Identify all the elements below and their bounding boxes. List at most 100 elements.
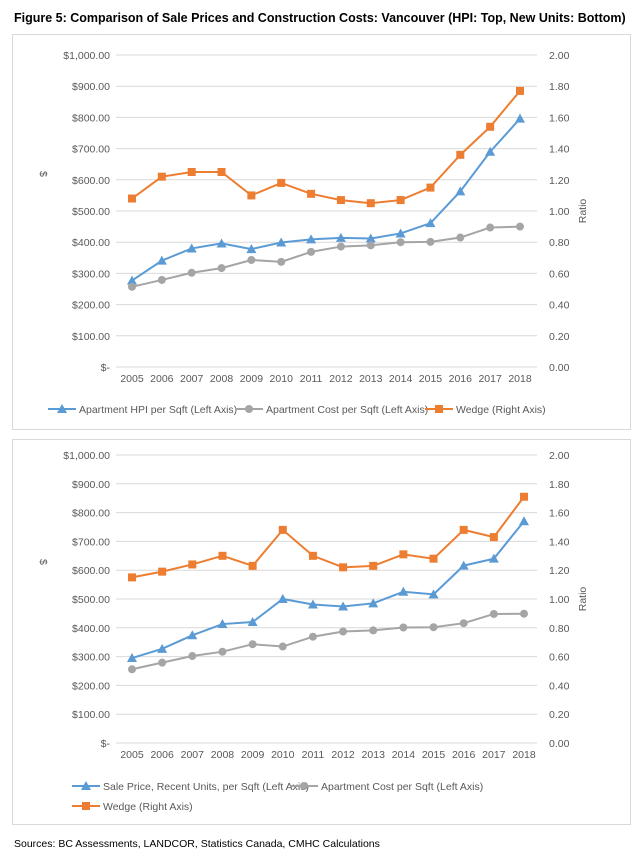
y-tick-label: $700.00 [72, 536, 110, 548]
series-line [131, 612, 525, 671]
y2-axis-label: Ratio [577, 199, 589, 224]
y2-tick-label: 0.40 [549, 680, 570, 692]
x-tick-label: 2015 [422, 749, 446, 761]
x-tick-label: 2007 [180, 373, 204, 385]
y-tick-label: $800.00 [72, 112, 110, 124]
legend-label: Apartment Cost per Sqft (Left Axis) [321, 781, 483, 793]
data-point [187, 168, 196, 176]
data-point [248, 561, 257, 570]
data-point [127, 653, 137, 663]
x-tick-label: 2009 [240, 373, 264, 385]
data-point [516, 86, 524, 95]
y-tick-label: $600.00 [72, 175, 110, 187]
data-point [339, 563, 348, 572]
data-point [428, 589, 439, 599]
data-point [276, 237, 287, 247]
y-tick-label: $700.00 [72, 144, 110, 156]
y2-tick-label: 0.60 [549, 652, 570, 664]
y2-tick-label: 2.00 [549, 450, 570, 462]
data-point [399, 623, 408, 632]
data-point [158, 658, 167, 667]
y2-tick-label: 1.40 [549, 144, 570, 156]
data-point [425, 218, 436, 228]
data-point [218, 647, 227, 656]
y2-tick-label: 1.80 [549, 81, 570, 93]
data-point [486, 122, 495, 131]
legend-label: Wedge (Right Axis) [103, 801, 193, 813]
y2-tick-label: 0.60 [549, 268, 570, 280]
data-point [188, 560, 197, 569]
data-point [429, 623, 438, 632]
data-point [188, 652, 197, 661]
y2-tick-label: 1.80 [549, 479, 570, 491]
data-point [307, 599, 318, 609]
data-point [515, 113, 525, 123]
data-point [247, 255, 256, 264]
data-point [277, 257, 286, 266]
x-tick-label: 2016 [449, 373, 473, 385]
x-tick-label: 2012 [331, 749, 355, 761]
data-point [489, 533, 498, 542]
data-point [520, 609, 528, 618]
y-tick-label: $500.00 [72, 594, 110, 606]
data-point [519, 516, 529, 526]
data-point [338, 601, 349, 611]
data-point [278, 642, 287, 651]
legend-label: Sale Price, Recent Units, per Sqft (Left… [103, 781, 309, 793]
data-point [217, 168, 226, 176]
x-tick-label: 2006 [150, 749, 174, 761]
y-tick-label: $400.00 [72, 623, 110, 635]
y-tick-label: $- [101, 362, 111, 374]
data-point [336, 242, 345, 251]
x-tick-label: 2018 [508, 373, 532, 385]
x-tick-label: 2017 [478, 373, 502, 385]
data-point [217, 264, 226, 273]
y2-tick-label: 0.00 [549, 738, 570, 750]
y2-axis-label: Ratio [577, 587, 589, 612]
legend-marker [81, 781, 91, 790]
data-point [247, 617, 258, 627]
series-line [131, 90, 521, 205]
data-point [459, 525, 468, 534]
data-point [455, 186, 466, 196]
data-point [248, 640, 257, 649]
data-point [426, 237, 435, 246]
data-point [157, 172, 166, 181]
data-point [128, 194, 136, 203]
y2-tick-label: 1.00 [549, 206, 570, 218]
y-tick-label: $100.00 [72, 709, 110, 721]
y-tick-label: $1,000.00 [63, 450, 110, 462]
y2-tick-label: 2.00 [549, 50, 570, 62]
data-point [459, 619, 468, 628]
series-line [131, 520, 525, 659]
data-point [217, 619, 228, 629]
data-point [488, 553, 499, 563]
data-point [486, 223, 495, 232]
y2-tick-label: 0.80 [549, 237, 570, 249]
data-point [369, 626, 378, 635]
data-point [398, 586, 409, 596]
x-tick-label: 2015 [419, 373, 443, 385]
data-point [186, 243, 197, 253]
data-point [369, 561, 378, 570]
x-tick-label: 2013 [362, 749, 386, 761]
x-tick-label: 2012 [329, 373, 353, 385]
legend-marker [300, 782, 308, 790]
data-point [399, 550, 408, 559]
data-point [247, 191, 256, 200]
x-tick-label: 2018 [512, 749, 536, 761]
data-point [277, 594, 288, 603]
y2-tick-label: 0.40 [549, 300, 570, 312]
x-tick-label: 2008 [211, 749, 235, 761]
x-tick-label: 2007 [181, 749, 205, 761]
legend-marker [435, 405, 443, 413]
data-point [456, 233, 465, 242]
x-tick-label: 2016 [452, 749, 476, 761]
y2-tick-label: 1.00 [549, 594, 570, 606]
y2-tick-label: 1.60 [549, 508, 570, 520]
data-point [187, 268, 196, 277]
data-point [426, 183, 435, 192]
y2-tick-label: 1.40 [549, 536, 570, 548]
data-point [157, 643, 168, 653]
legend-marker [57, 404, 67, 413]
